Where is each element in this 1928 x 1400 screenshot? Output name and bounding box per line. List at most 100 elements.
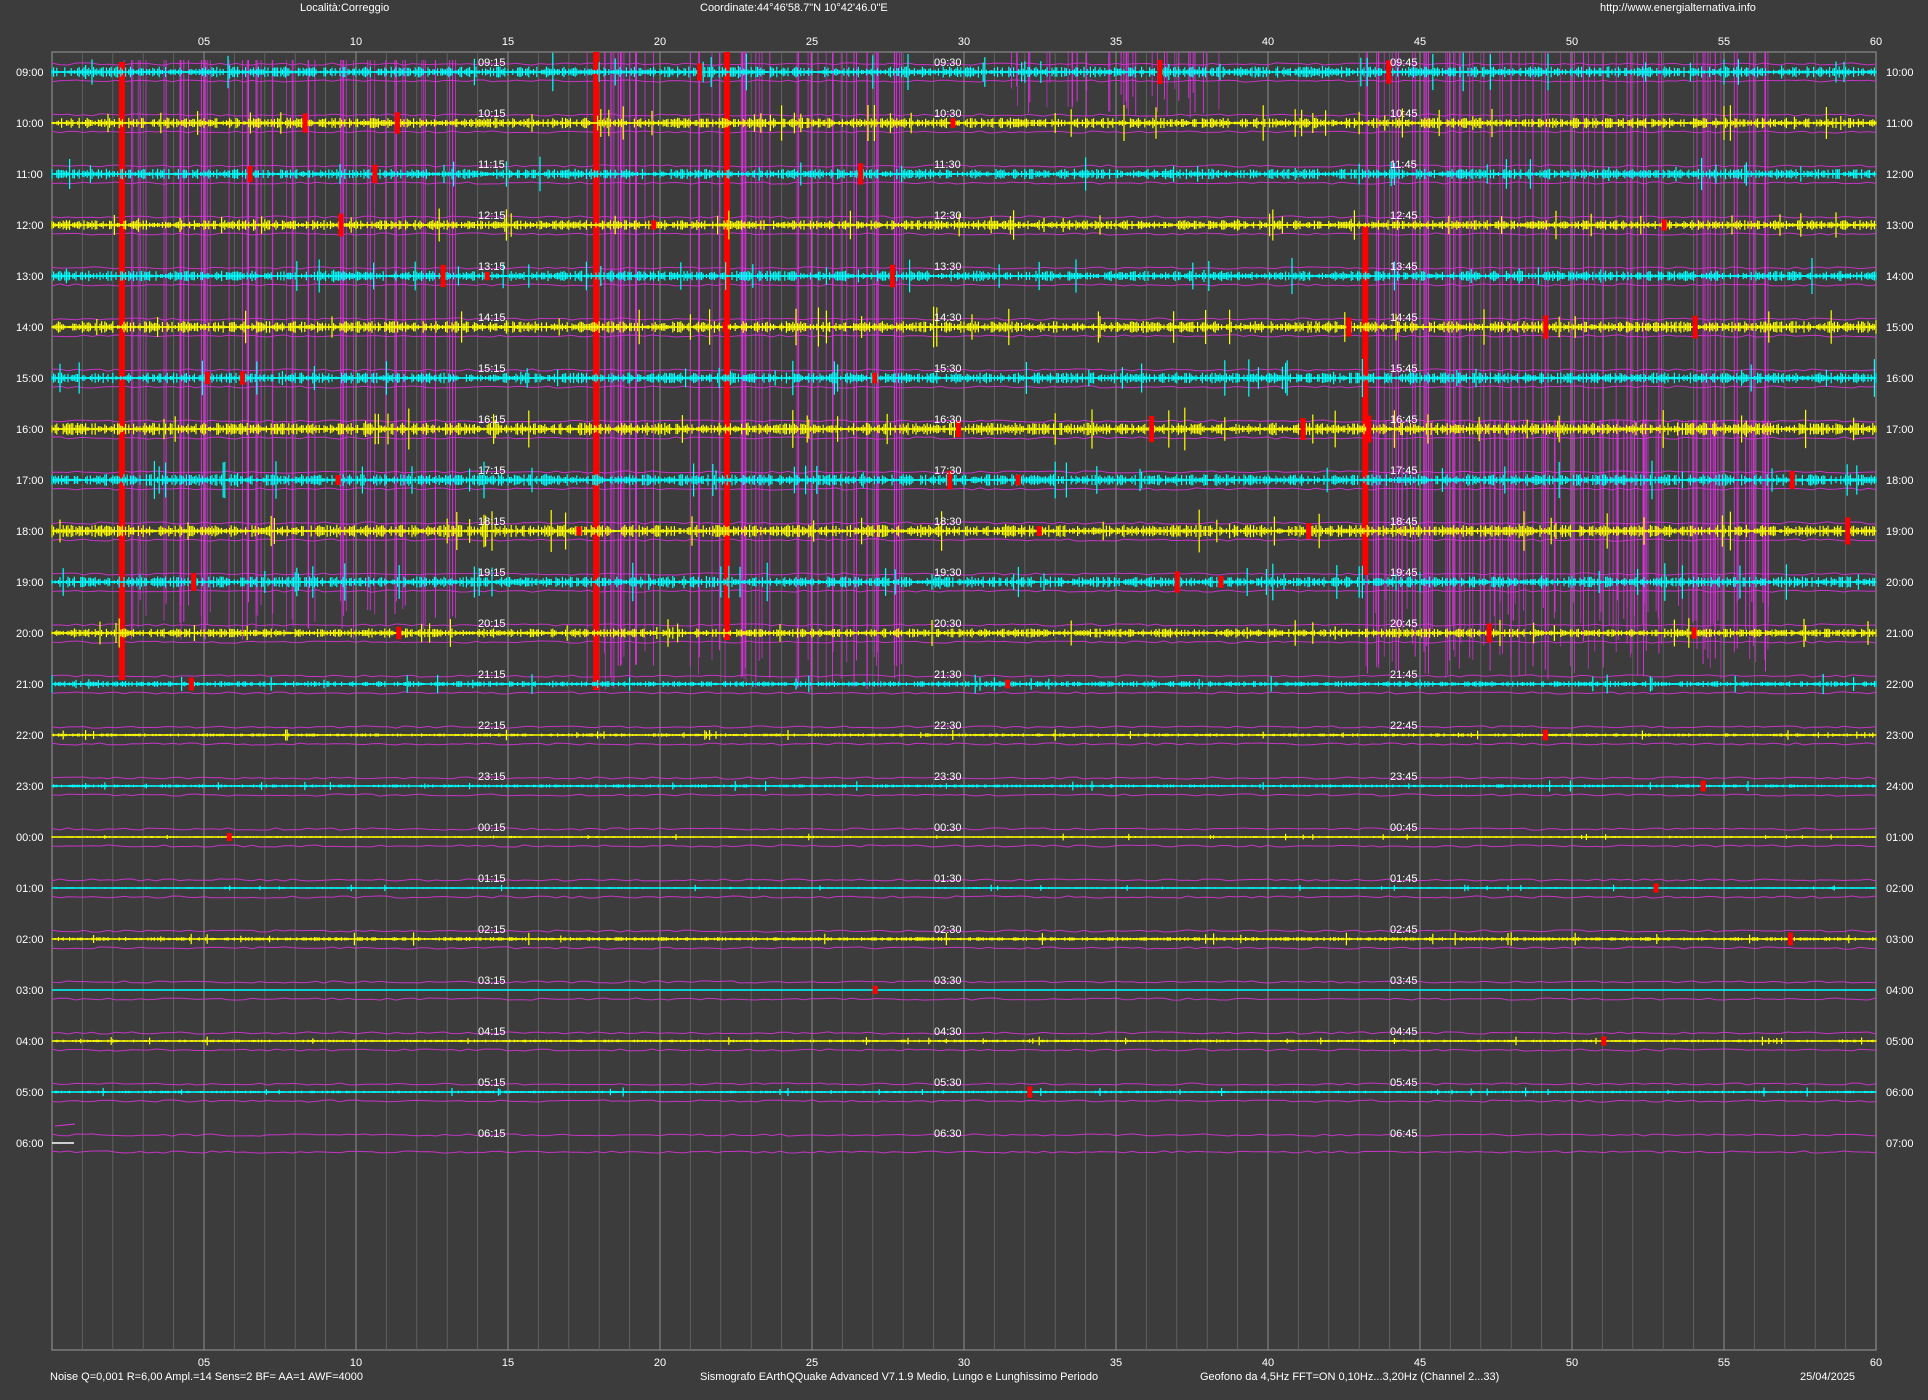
event-marker xyxy=(1601,1036,1607,1046)
event-marker xyxy=(484,271,490,281)
row-label-right: 02:00 xyxy=(1886,883,1914,895)
event-marker xyxy=(1015,474,1021,486)
minute-tick-bottom: 40 xyxy=(1262,1357,1274,1369)
seismic-trace xyxy=(51,306,1877,348)
row-label-right: 15:00 xyxy=(1886,322,1914,334)
location-label: Località:Correggio xyxy=(300,2,389,14)
date-label: 25/04/2025 xyxy=(1800,1371,1855,1383)
seismic-trace xyxy=(51,884,1877,892)
event-line xyxy=(723,52,730,640)
event-marker xyxy=(302,113,308,133)
event-marker xyxy=(576,526,582,536)
row-label-quarter: 04:15 xyxy=(478,1026,506,1038)
row-label-right: 20:00 xyxy=(1886,577,1914,589)
event-marker xyxy=(1346,317,1352,337)
row-label-half: 10:30 xyxy=(934,108,962,120)
row-label-threequarter: 04:45 xyxy=(1390,1026,1418,1038)
noise-settings-label: Noise Q=0,001 R=6,00 Ampl.=14 Sens=2 BF=… xyxy=(50,1371,363,1383)
minute-tick-bottom: 15 xyxy=(502,1357,514,1369)
event-marker xyxy=(956,420,961,438)
website-label: http://www.energialternativa.info xyxy=(1600,2,1756,14)
row-label-half: 04:30 xyxy=(934,1026,962,1038)
row-label-half: 13:30 xyxy=(934,261,962,273)
seismic-trace xyxy=(51,359,1877,397)
row-label-half: 06:30 xyxy=(934,1128,962,1140)
minute-tick-bottom: 30 xyxy=(958,1357,970,1369)
row-label-left: 12:00 xyxy=(16,220,44,232)
event-marker xyxy=(338,213,344,237)
long-period-trace xyxy=(51,1031,1877,1035)
row-label-quarter: 05:15 xyxy=(478,1077,506,1089)
row-label-threequarter: 15:45 xyxy=(1390,363,1418,375)
row-label-threequarter: 17:45 xyxy=(1390,465,1418,477)
minute-tick-top: 15 xyxy=(502,36,514,48)
long-period-trace xyxy=(51,1048,1877,1052)
minute-tick-bottom: 35 xyxy=(1110,1357,1122,1369)
row-label-half: 09:30 xyxy=(934,57,962,69)
long-period-trace xyxy=(51,844,1876,848)
event-marker xyxy=(1543,315,1549,339)
event-marker xyxy=(372,164,378,184)
row-label-right: 12:00 xyxy=(1886,169,1914,181)
row-label-quarter: 06:15 xyxy=(478,1128,506,1140)
row-label-quarter: 02:15 xyxy=(478,924,506,936)
trace-artifact xyxy=(54,1123,76,1127)
grid xyxy=(51,51,1877,1351)
row-label-threequarter: 14:45 xyxy=(1390,312,1418,324)
row-label-threequarter: 19:45 xyxy=(1390,567,1418,579)
long-period-trace xyxy=(51,1133,1877,1137)
event-marker xyxy=(858,163,864,185)
row-label-left: 10:00 xyxy=(16,118,44,130)
row-label-half: 17:30 xyxy=(934,465,962,477)
row-label-left: 20:00 xyxy=(16,628,44,640)
row-label-left: 19:00 xyxy=(16,577,44,589)
long-period-trace xyxy=(51,895,1877,899)
long-period-trace xyxy=(51,776,1877,780)
row-label-right: 04:00 xyxy=(1886,985,1914,997)
row-label-threequarter: 12:45 xyxy=(1390,210,1418,222)
minute-tick-top: 05 xyxy=(198,36,210,48)
row-label-half: 21:30 xyxy=(934,669,962,681)
row-label-half: 16:30 xyxy=(934,414,962,426)
row-label-threequarter: 20:45 xyxy=(1390,618,1418,630)
row-label-half: 12:30 xyxy=(934,210,962,222)
row-label-half: 03:30 xyxy=(934,975,962,987)
long-period-trace xyxy=(51,1082,1877,1086)
event-marker xyxy=(1653,883,1659,893)
event-marker xyxy=(1845,517,1851,545)
event-marker xyxy=(440,264,446,288)
row-label-quarter: 09:15 xyxy=(478,57,506,69)
row-label-threequarter: 18:45 xyxy=(1390,516,1418,528)
row-label-threequarter: 02:45 xyxy=(1390,924,1418,936)
row-label-right: 21:00 xyxy=(1886,628,1914,640)
row-label-quarter: 21:15 xyxy=(478,669,506,681)
row-label-half: 02:30 xyxy=(934,924,962,936)
row-label-right: 13:00 xyxy=(1886,220,1914,232)
event-marker xyxy=(188,677,194,691)
row-label-threequarter: 23:45 xyxy=(1390,771,1418,783)
row-label-half: 20:30 xyxy=(934,618,962,630)
row-label-threequarter: 22:45 xyxy=(1390,720,1418,732)
row-label-left: 02:00 xyxy=(16,934,44,946)
row-label-right: 01:00 xyxy=(1886,832,1914,844)
event-marker xyxy=(1542,729,1548,741)
minute-tick-bottom: 05 xyxy=(198,1357,210,1369)
row-label-half: 15:30 xyxy=(934,363,962,375)
row-label-threequarter: 09:45 xyxy=(1390,57,1418,69)
row-label-left: 21:00 xyxy=(16,679,44,691)
row-label-half: 14:30 xyxy=(934,312,962,324)
row-label-threequarter: 05:45 xyxy=(1390,1077,1418,1089)
event-line xyxy=(118,62,125,680)
row-label-quarter: 12:15 xyxy=(478,210,506,222)
minute-tick-bottom: 50 xyxy=(1566,1357,1578,1369)
row-label-half: 05:30 xyxy=(934,1077,962,1089)
row-label-right: 03:00 xyxy=(1886,934,1914,946)
event-marker xyxy=(1027,1086,1033,1098)
minute-tick-top: 30 xyxy=(958,36,970,48)
seismic-trace xyxy=(51,673,1877,695)
row-label-half: 00:30 xyxy=(934,822,962,834)
row-label-quarter: 19:15 xyxy=(478,567,506,579)
minute-tick-bottom: 20 xyxy=(654,1357,666,1369)
event-marker xyxy=(890,264,895,288)
minute-tick-top: 40 xyxy=(1262,36,1274,48)
